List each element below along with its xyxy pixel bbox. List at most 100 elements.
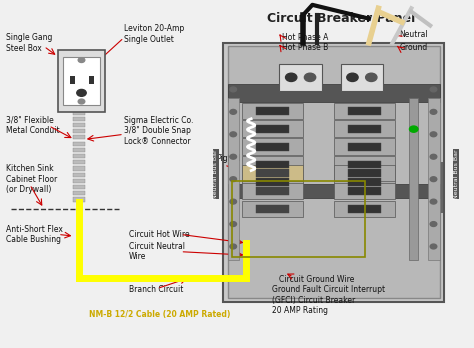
Bar — [223, 43, 444, 302]
Circle shape — [430, 199, 437, 204]
Circle shape — [230, 87, 237, 92]
Bar — [73, 123, 85, 127]
Bar — [348, 143, 381, 151]
Text: Pigtail: Pigtail — [216, 154, 240, 163]
Bar — [73, 129, 85, 133]
Bar — [348, 205, 381, 213]
Text: 3/8" Flexible
Metal Conduit: 3/8" Flexible Metal Conduit — [6, 116, 60, 135]
Bar — [242, 120, 303, 137]
Bar — [228, 46, 439, 298]
Bar — [256, 143, 289, 151]
Bar — [348, 107, 381, 114]
Bar — [348, 169, 381, 177]
Circle shape — [78, 99, 85, 104]
Bar — [63, 57, 100, 105]
Bar — [242, 200, 303, 217]
Bar — [73, 197, 85, 201]
Bar — [256, 179, 289, 187]
Text: Ground Bus Bar: Ground Bus Bar — [437, 163, 442, 213]
Bar — [73, 92, 85, 96]
Text: Neutral Bus Bar: Neutral Bus Bar — [213, 149, 219, 199]
Bar — [242, 174, 303, 191]
Text: Neutral Bus Bar: Neutral Bus Bar — [454, 149, 459, 199]
Bar — [428, 98, 439, 260]
Bar — [242, 165, 303, 181]
Circle shape — [430, 109, 437, 114]
Text: Kitchen Sink
Cabinet Floor
(or Drywall): Kitchen Sink Cabinet Floor (or Drywall) — [6, 164, 57, 194]
Bar — [256, 125, 289, 133]
Bar — [73, 166, 85, 171]
Bar — [73, 179, 85, 183]
Text: Leviton 20-Amp
Single Outlet: Leviton 20-Amp Single Outlet — [124, 24, 184, 44]
Bar — [348, 187, 381, 195]
Bar — [242, 183, 303, 199]
Text: Neutral: Neutral — [400, 30, 428, 39]
Circle shape — [230, 132, 237, 137]
Bar — [242, 156, 303, 173]
Bar — [334, 156, 395, 173]
Bar — [256, 107, 289, 114]
Text: Circuit Neutral
Wire: Circuit Neutral Wire — [128, 242, 184, 261]
Bar — [348, 125, 381, 133]
Text: Branch Circuit: Branch Circuit — [128, 285, 183, 294]
Text: Ground: Ground — [400, 44, 428, 53]
Circle shape — [430, 244, 437, 249]
Text: Circuit Ground Wire: Circuit Ground Wire — [279, 275, 355, 284]
Circle shape — [430, 154, 437, 159]
Circle shape — [430, 87, 437, 92]
Bar — [73, 160, 85, 164]
Circle shape — [285, 73, 297, 81]
Text: Circuit Hot Wire: Circuit Hot Wire — [128, 230, 189, 239]
Circle shape — [230, 199, 237, 204]
Bar — [334, 165, 395, 181]
Circle shape — [410, 126, 418, 132]
Bar — [256, 187, 289, 195]
Bar — [73, 185, 85, 189]
Text: Ground Fault Circuit Interrupt
(GFCI) Circuit Breaker
20 AMP Rating: Ground Fault Circuit Interrupt (GFCI) Ci… — [273, 285, 385, 315]
Bar — [70, 76, 75, 84]
Text: Hot Phase B: Hot Phase B — [282, 44, 328, 53]
Bar — [348, 160, 381, 168]
Bar — [73, 173, 85, 177]
Bar — [232, 181, 365, 257]
Bar — [73, 110, 85, 114]
Bar — [228, 184, 439, 198]
Bar — [73, 154, 85, 158]
Text: Circuit Breaker Panel: Circuit Breaker Panel — [266, 12, 415, 25]
Bar — [334, 174, 395, 191]
Bar — [242, 139, 303, 155]
Bar — [279, 64, 322, 91]
Text: Hot Phase A: Hot Phase A — [282, 33, 328, 42]
Circle shape — [230, 244, 237, 249]
Text: NM-B 12/2 Cable (20 AMP Rated): NM-B 12/2 Cable (20 AMP Rated) — [89, 310, 230, 319]
Bar — [73, 148, 85, 152]
Text: Sigma Electric Co.
3/8" Double Snap
Lock® Connector: Sigma Electric Co. 3/8" Double Snap Lock… — [124, 116, 193, 146]
Circle shape — [78, 58, 85, 63]
Bar — [334, 183, 395, 199]
Circle shape — [430, 132, 437, 137]
Bar — [89, 76, 94, 84]
Circle shape — [230, 109, 237, 114]
Bar — [348, 179, 381, 187]
Circle shape — [230, 177, 237, 182]
Text: Anti-Short Flex
Cable Bushing: Anti-Short Flex Cable Bushing — [6, 225, 63, 244]
Bar — [334, 200, 395, 217]
Circle shape — [230, 154, 237, 159]
Bar — [242, 103, 303, 119]
Text: Single Gang
Steel Box: Single Gang Steel Box — [6, 33, 53, 53]
Bar — [334, 120, 395, 137]
Circle shape — [230, 222, 237, 227]
Bar — [73, 135, 85, 140]
Circle shape — [430, 177, 437, 182]
Bar — [73, 142, 85, 146]
Bar — [228, 84, 439, 102]
Circle shape — [430, 222, 437, 227]
Bar — [58, 50, 105, 112]
Bar — [256, 169, 289, 177]
Bar — [256, 160, 289, 168]
Bar — [334, 139, 395, 155]
Circle shape — [304, 73, 316, 81]
Circle shape — [347, 73, 358, 81]
Bar — [228, 98, 239, 260]
Bar — [334, 103, 395, 119]
